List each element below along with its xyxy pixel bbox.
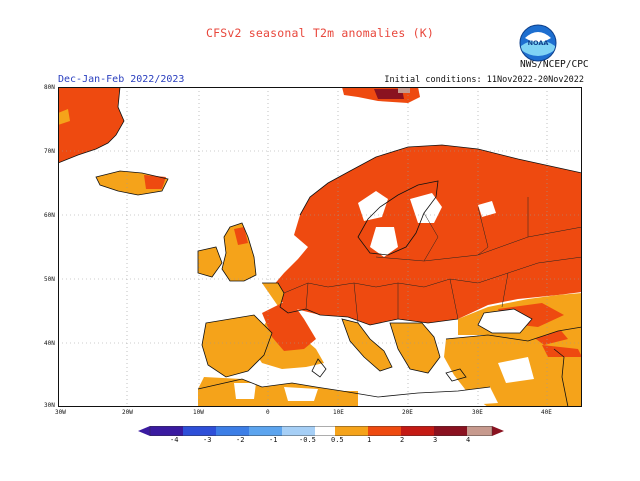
colorbar-label: -4 <box>170 436 179 444</box>
lat-lon-grid <box>58 87 582 407</box>
colorbar-arrow-low <box>138 426 150 436</box>
lon-label: 0 <box>266 409 270 416</box>
forecast-period: Dec-Jan-Feb 2022/2023 <box>58 74 185 85</box>
lat-label: 80N <box>44 84 55 91</box>
lat-label: 60N <box>44 212 55 219</box>
noaa-logo-text: NOAA <box>528 39 549 47</box>
lon-label: 30E <box>472 409 483 416</box>
lat-label: 50N <box>44 276 55 283</box>
colorbar-label: 1 <box>367 436 372 444</box>
lon-label: 30W <box>55 409 66 416</box>
colorbar <box>138 426 504 436</box>
colorbar-arrow-high <box>492 426 504 436</box>
lon-label: 10E <box>333 409 344 416</box>
agency-credit: NWS/NCEP/CPC <box>520 59 589 70</box>
map-frame <box>58 87 582 407</box>
colorbar-label: 3 <box>433 436 438 444</box>
colorbar-label: 0.5 <box>331 436 344 444</box>
country-borders <box>283 197 582 324</box>
anomaly-fill-layer <box>58 87 582 407</box>
lat-label: 30N <box>44 402 55 409</box>
lat-label: 40N <box>44 340 55 347</box>
initial-conditions: Initial conditions: 11Nov2022-20Nov2022 <box>384 75 584 85</box>
colorbar-label: -0.5 <box>299 436 316 444</box>
colorbar-label: -2 <box>236 436 245 444</box>
map-title: CFSv2 seasonal T2m anomalies (K) <box>206 26 434 40</box>
coastlines <box>58 87 582 407</box>
lon-label: 40E <box>541 409 552 416</box>
lon-label: 20E <box>402 409 413 416</box>
colorbar-label: -3 <box>203 436 212 444</box>
lat-label: 70N <box>44 148 55 155</box>
lon-label: 20W <box>122 409 133 416</box>
anomaly-map <box>58 87 582 407</box>
lon-label: 10W <box>193 409 204 416</box>
colorbar-label: 4 <box>466 436 471 444</box>
colorbar-label: -1 <box>269 436 278 444</box>
colorbar-label: 2 <box>400 436 405 444</box>
noaa-logo: NOAA <box>519 24 557 62</box>
